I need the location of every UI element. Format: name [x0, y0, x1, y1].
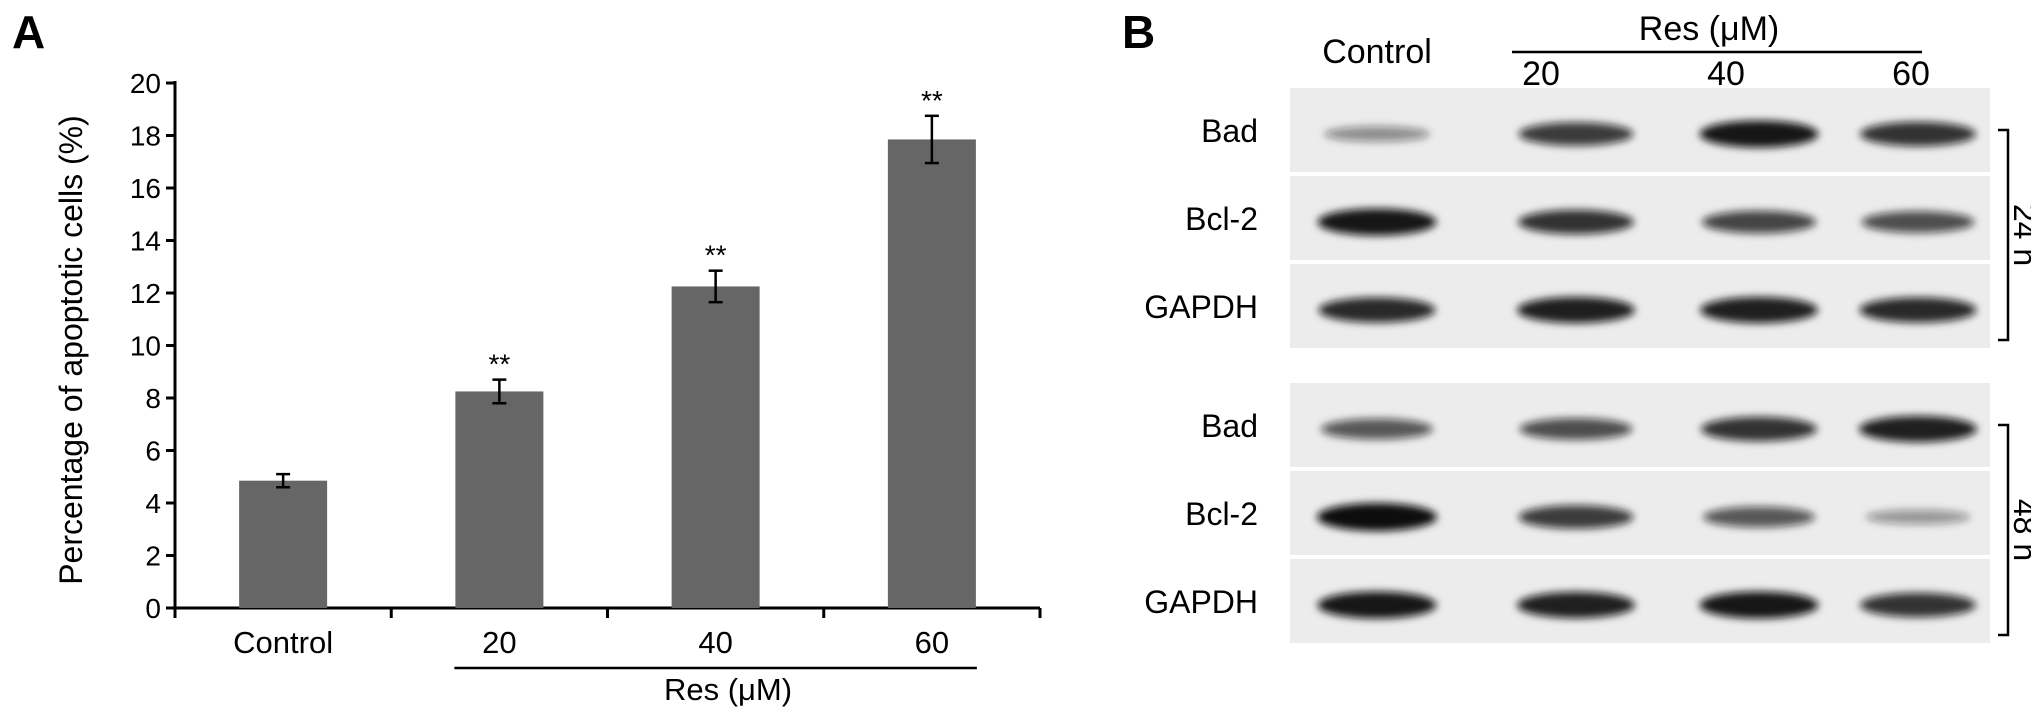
- protein-band: [1860, 592, 1976, 618]
- blot-row: Bad: [1201, 383, 1990, 467]
- chart-axes: 0 2 4 6 8 10 12 14 16 18 20 Control 20 40 60: [130, 68, 1042, 670]
- protein-label: Bad: [1201, 113, 1258, 149]
- y-tick-label: 20: [130, 68, 161, 99]
- protein-band: [1518, 505, 1634, 529]
- protein-band: [1702, 210, 1816, 234]
- x-tick-label: 60: [915, 625, 949, 660]
- bar: [671, 286, 760, 608]
- y-tick-label: 18: [130, 121, 161, 152]
- y-tick-label: 0: [145, 593, 161, 624]
- error-bar: [924, 114, 939, 165]
- protein-band: [1861, 211, 1975, 233]
- significance-marker: **: [921, 85, 943, 116]
- time-bracket: [1998, 423, 2010, 637]
- y-tick-label: 6: [145, 436, 161, 467]
- dose-labels: 20 40 60: [1522, 55, 1930, 93]
- protein-band: [1859, 297, 1977, 323]
- y-tick-label: 12: [130, 278, 161, 309]
- protein-band: [1321, 418, 1433, 440]
- protein-band: [1860, 121, 1976, 147]
- protein-band: [1317, 503, 1437, 531]
- y-tick-label: 10: [130, 331, 161, 362]
- y-tick-label: 16: [130, 173, 161, 204]
- panel-b-western-blot: B Control Res (μM) 20 40 60 Bad Bcl-2 GAPDH 2…: [1122, 6, 2031, 643]
- protein-band: [1317, 208, 1437, 236]
- x-tick-label: Control: [233, 625, 333, 660]
- error-bar: [492, 378, 507, 405]
- protein-label: GAPDH: [1144, 289, 1258, 325]
- protein-band: [1859, 415, 1977, 443]
- blot-row: Bcl-2: [1185, 471, 1990, 555]
- y-tick-label: 8: [145, 383, 161, 414]
- time-bracket: [1998, 128, 2010, 342]
- bar: [455, 391, 544, 608]
- y-axis-label: Percentage of apoptotic cells (%): [53, 115, 89, 585]
- protein-label: GAPDH: [1144, 584, 1258, 620]
- error-bar: [708, 269, 723, 304]
- time-label: 24 h: [2007, 204, 2031, 266]
- dose-label: 40: [1707, 55, 1745, 93]
- protein-band: [1518, 209, 1634, 235]
- bar: [887, 139, 976, 608]
- blot-blocks: Bad Bcl-2 GAPDH 24 h Bad Bcl-2 GAPDH 48 h: [1144, 88, 2031, 643]
- blot-row: GAPDH: [1144, 264, 1990, 348]
- error-bar: [276, 472, 291, 489]
- blot-block: Bad Bcl-2 GAPDH 48 h: [1144, 383, 2031, 643]
- protein-band: [1699, 120, 1819, 148]
- protein-band: [1703, 506, 1815, 528]
- bar: [239, 480, 328, 608]
- protein-band: [1517, 296, 1635, 324]
- blot-row: GAPDH: [1144, 559, 1990, 643]
- protein-label: Bad: [1201, 408, 1258, 444]
- protein-band: [1317, 591, 1437, 619]
- protein-label: Bcl-2: [1185, 201, 1258, 237]
- significance-marker: **: [705, 240, 727, 271]
- blot-row: Bcl-2: [1185, 176, 1990, 260]
- x-axis-label: Res (μM): [664, 672, 792, 707]
- significance-marker: **: [488, 349, 510, 380]
- y-tick-label: 2: [145, 541, 161, 572]
- x-tick-label: 40: [698, 625, 732, 660]
- protein-label: Bcl-2: [1185, 496, 1258, 532]
- protein-band: [1324, 126, 1430, 142]
- protein-band: [1865, 509, 1971, 525]
- protein-band: [1699, 591, 1819, 619]
- protein-band: [1701, 416, 1817, 442]
- chart-bars: ** ** **: [239, 85, 976, 608]
- protein-band: [1318, 297, 1436, 323]
- blot-block: Bad Bcl-2 GAPDH 24 h: [1144, 88, 2031, 348]
- protein-band: [1519, 418, 1633, 440]
- x-tick-label: 20: [482, 625, 516, 660]
- dose-label: 60: [1892, 55, 1930, 93]
- protein-band: [1518, 122, 1634, 146]
- protein-band: [1517, 591, 1635, 619]
- time-label: 48 h: [2007, 499, 2031, 561]
- protein-band: [1700, 296, 1818, 324]
- dose-label: 20: [1522, 55, 1560, 93]
- panel-a-label: A: [12, 6, 45, 58]
- blot-control-label: Control: [1322, 33, 1432, 71]
- panel-a-chart: A Percentage of apoptotic cells (%) Res …: [12, 6, 1042, 707]
- y-tick-label: 14: [130, 226, 161, 257]
- blot-row: Bad: [1201, 88, 1990, 172]
- blot-treatment-label: Res (μM): [1639, 10, 1779, 48]
- panel-b-label: B: [1122, 6, 1155, 58]
- y-tick-label: 4: [145, 488, 161, 519]
